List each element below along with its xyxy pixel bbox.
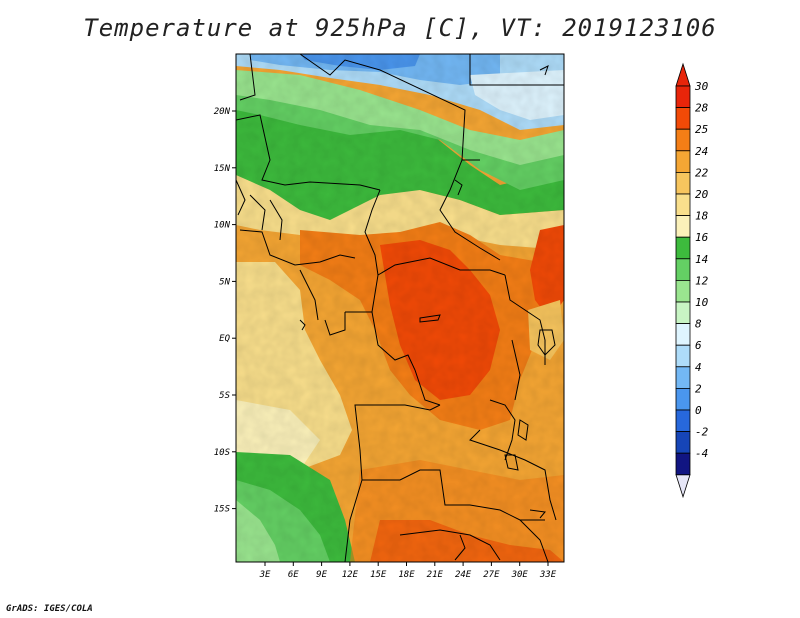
country-borders — [236, 54, 564, 562]
colorbar-label: 14 — [695, 253, 708, 266]
colorbar-segment — [675, 323, 691, 346]
colorbar-min-arrow — [675, 474, 691, 499]
lon-label: 12E — [342, 570, 359, 580]
colorbar-label: 20 — [695, 188, 709, 201]
colorbar-segment — [675, 85, 691, 109]
colorbar-segment — [675, 279, 691, 303]
colorbar-segment — [675, 431, 691, 454]
temperature-field — [236, 54, 564, 562]
colorbar-segment — [675, 387, 691, 411]
colorbar-segment — [675, 150, 691, 173]
colorbar-label: 6 — [695, 339, 702, 352]
grads-credit: GrADS: IGES/COLA — [6, 604, 93, 614]
lon-label: 15E — [370, 570, 387, 580]
colorbar-label: 28 — [695, 102, 709, 115]
colorbar-segment — [675, 171, 691, 195]
colorbar-label: 30 — [694, 80, 709, 93]
colorbar-label: -2 — [695, 426, 709, 439]
lon-label: 3E — [259, 570, 271, 580]
colorbar-label: 22 — [695, 166, 709, 179]
colorbar-segment — [675, 258, 691, 281]
colorbar-segment — [675, 215, 691, 238]
colorbar-segment — [675, 409, 691, 433]
lon-label: 21E — [427, 570, 444, 580]
colorbar-label: 24 — [695, 145, 708, 158]
colorbar-max-arrow — [675, 62, 691, 87]
colorbar-segment — [675, 193, 691, 217]
lat-label: 15S — [214, 505, 231, 515]
colorbar-label: 18 — [695, 210, 709, 223]
colorbar-label: 4 — [695, 361, 702, 374]
colorbar-label: 10 — [695, 296, 709, 309]
colorbar-segment — [675, 452, 691, 476]
colorbar-label: 2 — [695, 382, 702, 395]
lat-label: 20N — [214, 107, 231, 117]
lon-label: 18E — [398, 570, 415, 580]
lon-label: 6E — [288, 570, 299, 580]
lon-label: 9E — [316, 570, 327, 580]
colorbar-label: 16 — [695, 231, 709, 244]
lon-label: 33E — [539, 570, 557, 580]
lat-label: 10N — [214, 221, 231, 231]
lat-label: EQ — [219, 334, 230, 344]
lat-label: 10S — [214, 448, 231, 458]
colorbar-label: 8 — [695, 318, 702, 331]
lat-label: 5N — [219, 277, 230, 287]
lon-label: 27E — [483, 570, 500, 580]
colorbar-segment — [675, 366, 691, 389]
colorbar-segment — [675, 107, 691, 130]
colorbar-label: -4 — [695, 447, 708, 460]
colorbar-segment — [675, 236, 691, 260]
lon-label: 30E — [511, 570, 529, 580]
colorbar-segment — [675, 301, 691, 325]
colorbar-label: 12 — [695, 274, 709, 287]
chart-title: Temperature at 925hPa [C], VT: 201912310… — [83, 14, 717, 42]
lat-label: 5S — [219, 391, 230, 401]
lon-label: 24E — [455, 570, 472, 580]
colorbar-label: 0 — [695, 404, 702, 417]
colorbar-segment — [675, 344, 691, 368]
colorbar-segment — [675, 128, 691, 152]
colorbar-label: 25 — [695, 123, 708, 136]
lat-label: 15N — [214, 164, 231, 174]
